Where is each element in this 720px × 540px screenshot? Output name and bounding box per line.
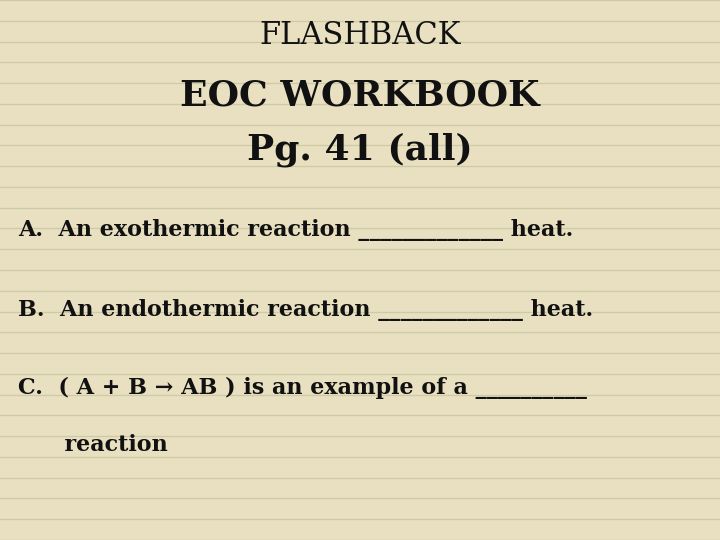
- Text: EOC WORKBOOK: EOC WORKBOOK: [180, 78, 540, 112]
- Text: FLASHBACK: FLASHBACK: [259, 19, 461, 51]
- Text: A.  An exothermic reaction _____________ heat.: A. An exothermic reaction _____________ …: [18, 219, 573, 241]
- Text: B.  An endothermic reaction _____________ heat.: B. An endothermic reaction _____________…: [18, 299, 593, 321]
- Text: reaction: reaction: [18, 434, 168, 456]
- Text: Pg. 41 (all): Pg. 41 (all): [247, 133, 473, 167]
- Text: C.  ( A + B → AB ) is an example of a __________: C. ( A + B → AB ) is an example of a ___…: [18, 377, 587, 399]
